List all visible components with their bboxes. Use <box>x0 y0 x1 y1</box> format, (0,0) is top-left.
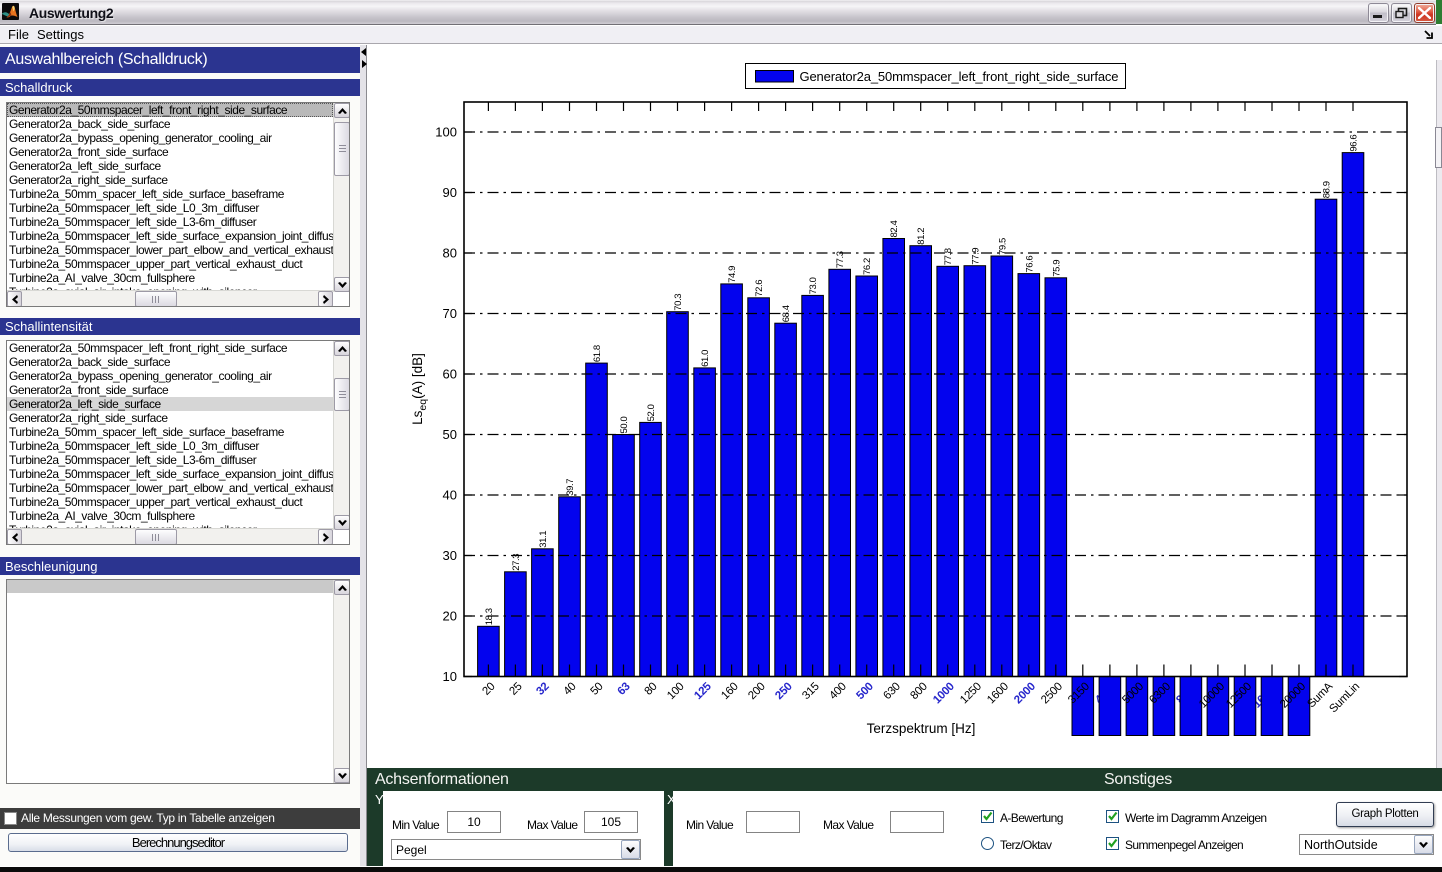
svg-text:60: 60 <box>443 367 457 382</box>
svg-text:76.2: 76.2 <box>862 258 873 275</box>
svg-text:10: 10 <box>443 669 457 684</box>
svg-text:73.0: 73.0 <box>808 277 819 294</box>
svg-text:88.9: 88.9 <box>1322 181 1333 198</box>
svg-text:Generator2a_50mmspacer_left_fr: Generator2a_50mmspacer_left_front_right_… <box>800 69 1119 84</box>
svg-text:200: 200 <box>746 681 767 702</box>
svg-text:630: 630 <box>881 681 902 702</box>
svg-text:400: 400 <box>827 681 848 702</box>
svg-text:1250: 1250 <box>958 681 984 707</box>
svg-text:63: 63 <box>616 681 633 698</box>
svg-text:77.3: 77.3 <box>835 251 846 268</box>
svg-text:315: 315 <box>800 681 821 702</box>
svg-text:25: 25 <box>507 681 524 698</box>
svg-text:40: 40 <box>443 488 457 503</box>
svg-text:500: 500 <box>854 681 875 702</box>
svg-text:20: 20 <box>443 609 457 624</box>
svg-text:18.3: 18.3 <box>484 608 495 625</box>
svg-text:80: 80 <box>443 246 457 261</box>
svg-text:70.3: 70.3 <box>673 294 684 311</box>
svg-text:2000: 2000 <box>1012 681 1038 707</box>
svg-text:800: 800 <box>908 681 929 702</box>
svg-text:76.6: 76.6 <box>1024 256 1035 273</box>
svg-text:2500: 2500 <box>1039 681 1065 707</box>
svg-text:50: 50 <box>589 681 606 698</box>
svg-text:Terzspektrum [Hz]: Terzspektrum [Hz] <box>867 721 976 736</box>
svg-text:20: 20 <box>480 681 497 698</box>
svg-text:81.2: 81.2 <box>916 228 927 245</box>
svg-text:90: 90 <box>443 185 457 200</box>
svg-text:40: 40 <box>562 681 579 698</box>
svg-text:61.0: 61.0 <box>700 350 711 367</box>
svg-text:1600: 1600 <box>985 681 1011 707</box>
svg-text:68.4: 68.4 <box>781 305 792 322</box>
svg-text:50.0: 50.0 <box>619 416 630 433</box>
svg-text:61.8: 61.8 <box>592 345 603 362</box>
svg-text:80: 80 <box>643 681 660 698</box>
svg-text:52.0: 52.0 <box>646 404 657 421</box>
svg-text:77.8: 77.8 <box>943 248 954 265</box>
svg-text:160: 160 <box>719 681 740 702</box>
svg-text:1000: 1000 <box>931 681 957 707</box>
svg-text:250: 250 <box>773 681 794 702</box>
svg-text:100: 100 <box>665 681 686 702</box>
svg-text:39.7: 39.7 <box>565 479 576 496</box>
svg-text:50: 50 <box>443 427 457 442</box>
svg-text:70: 70 <box>443 306 457 321</box>
svg-text:75.9: 75.9 <box>1051 260 1062 277</box>
svg-text:31.1: 31.1 <box>538 531 549 548</box>
svg-text:SumLin: SumLin <box>1327 681 1362 716</box>
svg-text:74.9: 74.9 <box>727 266 738 283</box>
svg-text:30: 30 <box>443 548 457 563</box>
svg-text:32: 32 <box>534 681 551 698</box>
svg-text:27.3: 27.3 <box>511 554 522 571</box>
svg-text:77.9: 77.9 <box>970 248 981 265</box>
svg-text:79.5: 79.5 <box>997 238 1008 255</box>
svg-text:100: 100 <box>435 125 457 140</box>
svg-text:Lseq(A) [dB]: Lseq(A) [dB] <box>410 353 429 425</box>
svg-text:125: 125 <box>692 680 714 702</box>
svg-text:96.6: 96.6 <box>1349 135 1360 152</box>
svg-text:72.6: 72.6 <box>754 280 765 297</box>
svg-text:82.4: 82.4 <box>889 220 900 237</box>
